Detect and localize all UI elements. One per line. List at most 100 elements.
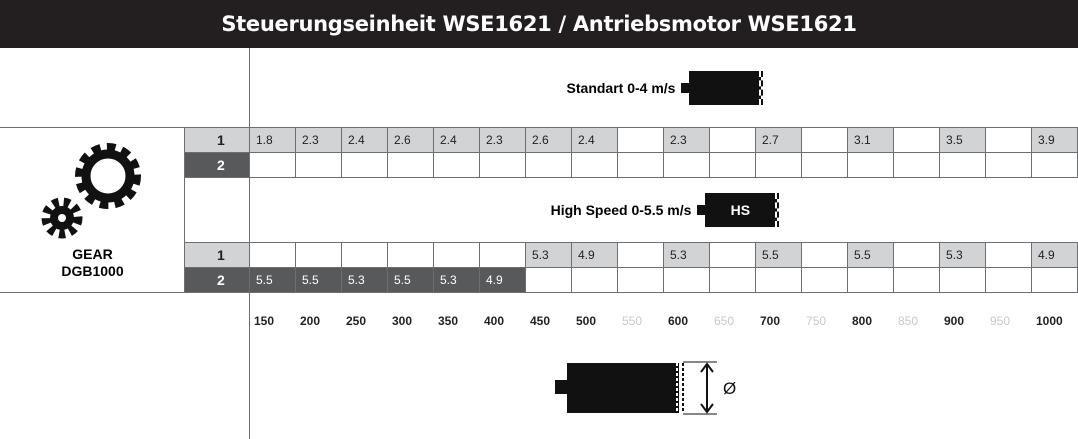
empty-cell <box>940 153 986 178</box>
diameter-label: 200 <box>300 314 321 328</box>
diameter-label: 950 <box>990 314 1011 328</box>
empty-cell <box>296 243 342 268</box>
empty-cell <box>250 243 296 268</box>
empty-cell <box>848 153 894 178</box>
empty-cell <box>618 153 664 178</box>
empty-cell <box>388 153 434 178</box>
value-cell: 2.3 <box>296 128 342 153</box>
empty-cell <box>618 128 664 153</box>
empty-cell <box>664 153 710 178</box>
value-cell: 5.5 <box>756 243 802 268</box>
value-cell: 5.5 <box>388 268 434 293</box>
empty-cell <box>526 268 572 293</box>
diameter-label: 600 <box>668 314 689 328</box>
gear-number: 2 <box>185 268 250 293</box>
rule <box>249 293 250 439</box>
gear-number: 1 <box>185 243 250 268</box>
empty-cell <box>802 128 848 153</box>
empty-cell <box>618 243 664 268</box>
value-cell: 3.5 <box>940 128 986 153</box>
empty-cell <box>250 153 296 178</box>
value-cell: 5.3 <box>940 243 986 268</box>
empty-cell <box>664 268 710 293</box>
empty-cell <box>894 153 940 178</box>
empty-cell <box>480 243 526 268</box>
title: Steuerungseinheit WSE1621 / Antriebsmoto… <box>0 0 1078 48</box>
empty-cell <box>434 153 480 178</box>
empty-cell <box>342 153 388 178</box>
empty-cell <box>894 128 940 153</box>
value-cell: 2.4 <box>434 128 480 153</box>
diameter-label: 900 <box>944 314 965 328</box>
empty-cell <box>802 243 848 268</box>
empty-cell <box>940 268 986 293</box>
motor-icon <box>681 70 764 105</box>
value-cell: 2.6 <box>388 128 434 153</box>
value-cell: 2.4 <box>572 128 618 153</box>
empty-cell <box>802 268 848 293</box>
diameter-label: 350 <box>438 314 459 328</box>
value-cell: 5.3 <box>342 268 388 293</box>
empty-cell <box>1032 153 1078 178</box>
value-cell: 5.3 <box>526 243 572 268</box>
section-label-text: High Speed 0-5.5 m/s <box>550 202 692 218</box>
empty-cell <box>756 268 802 293</box>
value-cell: 5.3 <box>664 243 710 268</box>
section-label-text: Standart 0-4 m/s <box>566 79 676 96</box>
section-label: Standart 0-4 m/s <box>250 48 1078 128</box>
empty-cell <box>710 243 756 268</box>
value-cell: 4.9 <box>1032 243 1078 268</box>
empty-cell <box>848 268 894 293</box>
diameter-label: 300 <box>392 314 413 328</box>
diameter-label: 800 <box>852 314 873 328</box>
value-cell: 5.5 <box>848 243 894 268</box>
value-cell: 5.5 <box>296 268 342 293</box>
diameter-label: 250 <box>346 314 367 328</box>
empty-cell <box>894 243 940 268</box>
value-cell: 3.9 <box>1032 128 1078 153</box>
diameter-label: 550 <box>622 314 643 328</box>
diameter-symbol: Ø <box>723 379 736 398</box>
empty-cell <box>526 153 572 178</box>
rule <box>184 128 185 293</box>
gear-line1: GEAR <box>72 246 113 262</box>
value-cell: 2.4 <box>342 128 388 153</box>
empty-cell <box>986 128 1032 153</box>
diameter-label: 650 <box>714 314 735 328</box>
gear-number: 2 <box>185 153 250 178</box>
empty-cell <box>434 243 480 268</box>
value-cell: 2.7 <box>756 128 802 153</box>
section-label: High Speed 0-5.5 m/s HS <box>250 178 1078 243</box>
diameter-label: 700 <box>760 314 781 328</box>
empty-cell <box>710 153 756 178</box>
empty-cell <box>986 268 1032 293</box>
diameter-label: 1000 <box>1036 314 1063 328</box>
blank-cell <box>185 178 250 243</box>
empty-cell <box>572 153 618 178</box>
diameter-label: 750 <box>806 314 827 328</box>
value-cell: 2.3 <box>480 128 526 153</box>
diameter-label: 450 <box>530 314 551 328</box>
gear-number: 1 <box>185 128 250 153</box>
empty-cell <box>710 128 756 153</box>
diameter-label: 850 <box>898 314 919 328</box>
gear-line2: DGB1000 <box>61 263 124 279</box>
empty-cell <box>1032 268 1078 293</box>
empty-cell <box>802 153 848 178</box>
diameter-label: 500 <box>576 314 597 328</box>
motor-icon: HS <box>697 193 780 227</box>
rule <box>0 292 185 293</box>
empty-cell <box>986 243 1032 268</box>
motor-diameter-icon: Ø <box>555 361 736 415</box>
empty-cell <box>388 243 434 268</box>
value-cell: 5.3 <box>434 268 480 293</box>
empty-cell <box>986 153 1032 178</box>
value-cell: 1.8 <box>250 128 296 153</box>
value-cell: 2.3 <box>664 128 710 153</box>
empty-cell <box>296 153 342 178</box>
empty-cell <box>710 268 756 293</box>
empty-cell <box>756 153 802 178</box>
diameter-label: 150 <box>254 314 275 328</box>
value-cell: 4.9 <box>480 268 526 293</box>
